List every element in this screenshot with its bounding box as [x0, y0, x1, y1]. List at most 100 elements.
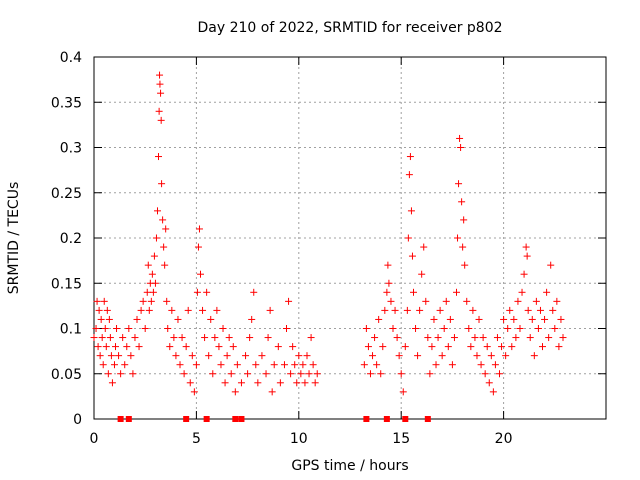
data-point	[305, 370, 313, 378]
data-point	[403, 306, 411, 314]
data-point	[201, 334, 209, 342]
data-point	[383, 288, 391, 296]
y-tick-label: 0.05	[51, 367, 82, 383]
data-point	[100, 297, 108, 305]
data-point	[366, 370, 374, 378]
zero-marker	[183, 416, 190, 422]
data-point	[155, 107, 163, 115]
data-point	[416, 306, 424, 314]
data-point	[166, 343, 174, 351]
data-point	[381, 306, 389, 314]
data-point	[385, 279, 393, 287]
data-point	[229, 343, 237, 351]
data-point	[291, 361, 299, 369]
data-point	[117, 370, 125, 378]
data-point	[469, 306, 477, 314]
data-point	[456, 134, 464, 142]
data-point	[452, 288, 460, 296]
data-point	[96, 352, 104, 360]
data-point	[172, 352, 180, 360]
zero-marker	[424, 416, 431, 422]
data-point	[547, 261, 555, 269]
data-point	[516, 325, 524, 332]
data-point	[520, 270, 528, 278]
data-point	[221, 379, 229, 387]
data-point	[121, 361, 129, 369]
data-point	[430, 315, 438, 323]
data-point	[150, 252, 158, 260]
data-point	[176, 361, 184, 369]
x-tick-label: 10	[290, 431, 308, 447]
data-point	[98, 334, 106, 342]
data-point	[193, 288, 201, 296]
data-point	[148, 270, 156, 278]
data-point	[242, 352, 250, 360]
x-tick-label: 20	[495, 431, 513, 447]
data-point	[487, 352, 495, 360]
data-point	[246, 334, 254, 342]
x-tick-label: 0	[90, 431, 99, 447]
data-point	[506, 306, 514, 314]
data-point	[309, 361, 317, 369]
data-point	[438, 352, 446, 360]
data-point	[113, 325, 121, 332]
data-point	[274, 343, 282, 351]
data-point	[108, 379, 116, 387]
data-point	[123, 343, 131, 351]
data-point	[299, 361, 307, 369]
data-point	[426, 370, 434, 378]
data-point	[99, 361, 107, 369]
zero-marker	[238, 416, 245, 422]
data-point	[551, 325, 559, 332]
data-point	[301, 379, 309, 387]
data-point	[285, 297, 293, 305]
data-point	[151, 279, 159, 287]
data-point	[369, 352, 377, 360]
data-point	[493, 334, 501, 342]
data-point	[106, 334, 114, 342]
data-point	[139, 297, 147, 305]
zero-marker	[383, 416, 390, 422]
x-tick-label: 5	[192, 431, 201, 447]
data-point	[293, 379, 301, 387]
data-point	[231, 388, 239, 396]
data-point	[213, 306, 221, 314]
data-point	[360, 361, 368, 369]
data-point	[389, 325, 397, 332]
data-point	[384, 261, 392, 269]
data-point	[287, 370, 295, 378]
data-point	[414, 352, 422, 360]
data-point	[450, 334, 458, 342]
data-point	[195, 225, 203, 233]
data-point	[483, 343, 491, 351]
data-point	[502, 352, 510, 360]
data-point	[362, 325, 370, 332]
data-point	[252, 361, 260, 369]
data-point	[498, 343, 506, 351]
data-point	[280, 361, 288, 369]
data-point	[463, 297, 471, 305]
data-point	[203, 288, 211, 296]
data-point	[422, 297, 430, 305]
data-point	[404, 234, 412, 242]
data-point	[504, 325, 512, 332]
data-point	[448, 361, 456, 369]
data-point	[194, 243, 202, 251]
data-point	[406, 153, 414, 161]
data-point	[461, 261, 469, 269]
data-point	[559, 334, 567, 342]
data-point	[262, 370, 270, 378]
data-point	[157, 116, 165, 124]
data-point	[496, 370, 504, 378]
data-point	[264, 334, 272, 342]
data-point	[485, 379, 493, 387]
data-point	[157, 89, 165, 97]
zero-marker	[232, 416, 239, 422]
data-point	[156, 80, 164, 88]
data-point	[442, 297, 450, 305]
data-point	[149, 288, 157, 296]
data-point	[135, 343, 143, 351]
data-point	[162, 225, 170, 233]
data-point	[424, 334, 432, 342]
data-point	[412, 325, 420, 332]
